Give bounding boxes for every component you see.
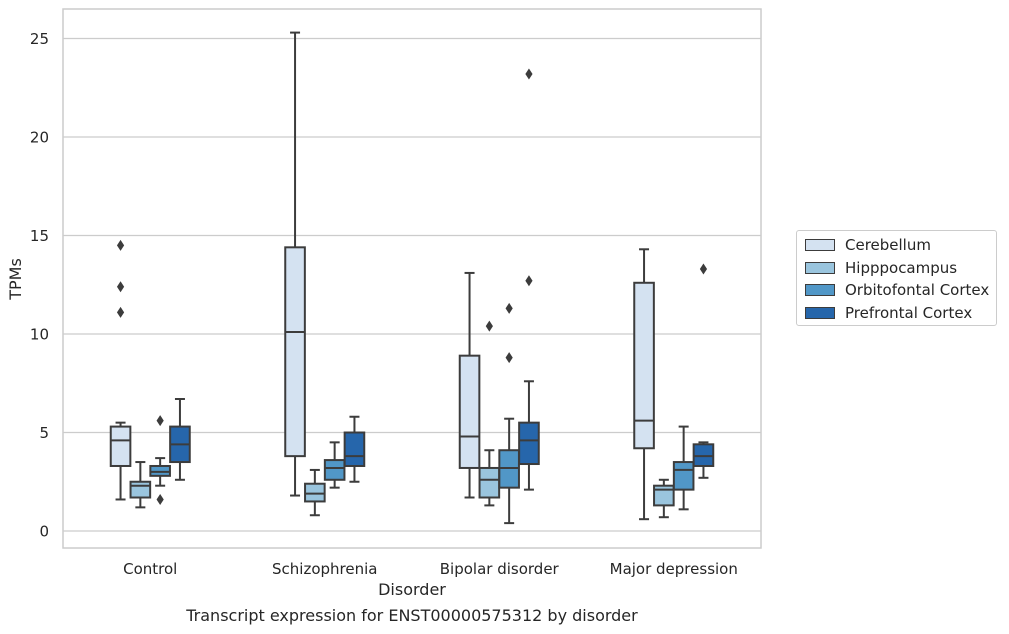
iqr-box <box>323 459 346 481</box>
box-hipppocampus <box>478 320 501 507</box>
legend: Cerebellum Hipppocampus Orbitofontal Corte… <box>796 230 997 326</box>
outlier-point <box>156 415 164 427</box>
box-cerebellum <box>633 248 655 521</box>
y-tick-label: 25 <box>30 30 49 48</box>
box-prefrontal-cortex <box>343 415 366 483</box>
box-prefrontal-cortex <box>169 398 191 481</box>
legend-label: Cerebellum <box>845 236 931 254</box>
outlier-point <box>699 263 708 275</box>
legend-swatch <box>805 261 835 274</box>
legend-item: Prefrontal Cortex <box>805 303 972 323</box>
iqr-box <box>343 431 366 467</box>
y-tick-labels: 0 5 10 15 20 25 <box>30 30 49 541</box>
outlier-point <box>116 239 125 251</box>
plot-frame <box>62 8 762 549</box>
y-tick-label: 20 <box>30 129 49 147</box>
x-tick-label: Bipolar disorder <box>440 560 560 578</box>
iqr-box <box>633 281 655 450</box>
iqr-box <box>129 480 152 499</box>
box-orbitofontal-cortex <box>498 302 520 525</box>
outlier-point <box>505 352 513 364</box>
y-axis-label: TPMs <box>6 258 25 301</box>
iqr-box <box>478 466 501 499</box>
legend-label: Prefrontal Cortex <box>845 303 973 322</box>
iqr-box <box>109 425 132 467</box>
outlier-point <box>485 320 493 332</box>
box-prefrontal-cortex <box>692 263 715 479</box>
iqr-box <box>518 421 540 466</box>
box-hipppocampus <box>129 461 152 509</box>
y-tick-label: 10 <box>30 326 49 344</box>
chart-caption: Transcript expression for ENST0000057531… <box>186 606 638 625</box>
legend-label: Hipppocampus <box>845 258 958 277</box>
box-orbitofontal-cortex <box>323 441 346 489</box>
box-orbitofontal-cortex <box>149 415 171 505</box>
box-cerebellum <box>458 271 481 499</box>
gridlines <box>63 37 761 532</box>
y-tick-label: 0 <box>39 523 49 541</box>
box-orbitofontal-cortex <box>672 425 695 511</box>
legend-swatch <box>805 284 835 296</box>
box-prefrontal-cortex <box>518 68 540 491</box>
outlier-point <box>505 302 513 314</box>
legend-item: Orbitofontal Cortex <box>805 280 989 300</box>
x-axis-label: Disorder <box>378 580 446 599</box>
outlier-point <box>116 281 125 293</box>
x-tick-label: Schizophrenia <box>272 560 377 578</box>
outlier-point <box>525 275 533 287</box>
iqr-box <box>458 354 481 469</box>
iqr-box <box>672 461 695 491</box>
y-tick-label: 5 <box>39 424 49 442</box>
legend-label: Orbitofontal Cortex <box>845 281 990 299</box>
outlier-point <box>525 68 533 80</box>
legend-item: Cerebellum <box>805 235 931 255</box>
legend-swatch <box>805 306 835 319</box>
legend-item: Hipppocampus <box>805 258 957 278</box>
y-tick-label: 15 <box>30 227 49 245</box>
box-hipppocampus <box>653 478 675 519</box>
x-tick-label: Major depression <box>610 560 738 578</box>
iqr-box <box>284 246 306 458</box>
box-hipppocampus <box>304 468 326 517</box>
box-cerebellum <box>109 239 132 501</box>
x-tick-labels: Control Schizophrenia Bipolar disorder Majo… <box>123 560 738 578</box>
box-cerebellum <box>284 31 306 497</box>
boxes <box>109 31 715 525</box>
legend-swatch <box>805 239 835 251</box>
x-tick-label: Control <box>123 560 177 578</box>
outlier-point <box>116 306 125 318</box>
outlier-point <box>156 493 164 505</box>
